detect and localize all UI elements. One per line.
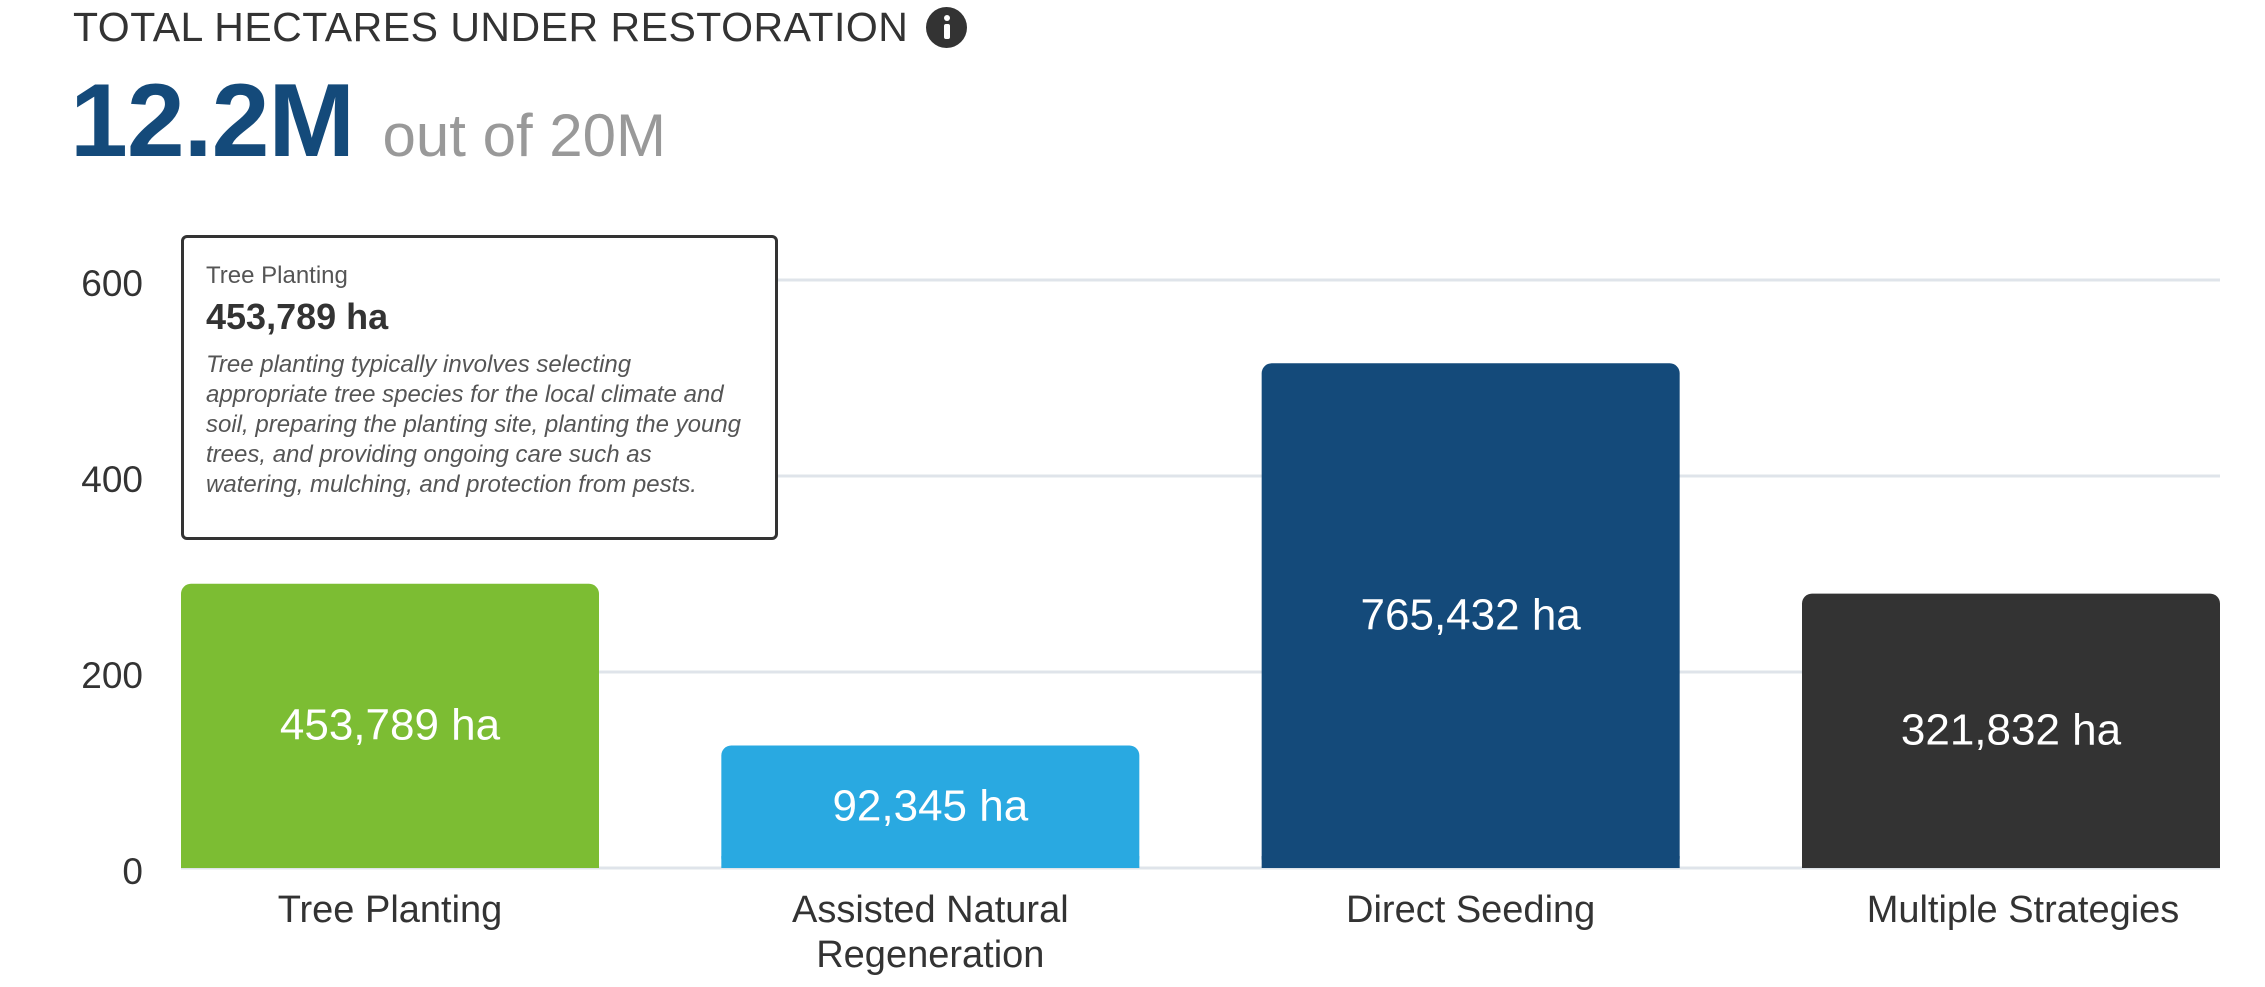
- page-title: TOTAL HECTARES UNDER RESTORATION: [73, 4, 909, 50]
- x-category-label: Assisted Natural: [792, 889, 1069, 931]
- bar-value-label: 92,345 ha: [832, 781, 1028, 830]
- y-tick-label: 400: [81, 459, 143, 500]
- tooltip-value: 453,789 ha: [206, 296, 389, 337]
- target-text: out of 20M: [382, 102, 667, 169]
- bar-value-label: 453,789 ha: [280, 701, 501, 750]
- x-category-label: Regeneration: [816, 934, 1044, 976]
- bar: [1261, 363, 1680, 868]
- y-tick-label: 600: [81, 263, 143, 304]
- x-category-label: Tree Planting: [278, 889, 503, 931]
- bar-base: [721, 856, 1140, 868]
- bar: [181, 583, 599, 868]
- bar-base: [1261, 856, 1680, 868]
- bar-value-label: 321,832 ha: [1901, 705, 2122, 754]
- info-icon[interactable]: [926, 7, 968, 48]
- x-category-label: Direct Seeding: [1346, 889, 1595, 931]
- bar: [1802, 593, 2220, 868]
- total-hectares-value: 12.2M: [70, 63, 355, 179]
- bar-base: [181, 856, 599, 868]
- y-tick-label: 0: [122, 851, 143, 892]
- tooltip-description: Tree planting typically involves selecti…: [206, 351, 742, 498]
- x-category-label: Multiple Strategies: [1867, 889, 2180, 931]
- headline-stat: 12.2M out of 20M: [70, 62, 666, 181]
- y-tick-label: 200: [81, 655, 143, 696]
- header: TOTAL HECTARES UNDER RESTORATION: [73, 4, 968, 51]
- bar: [721, 745, 1140, 868]
- bar-value-label: 765,432 ha: [1361, 590, 1582, 639]
- tooltip-title: Tree Planting: [206, 262, 348, 289]
- bar-base: [1802, 856, 2220, 868]
- chart-tooltip: Tree Planting 453,789 ha Tree planting t…: [181, 235, 778, 540]
